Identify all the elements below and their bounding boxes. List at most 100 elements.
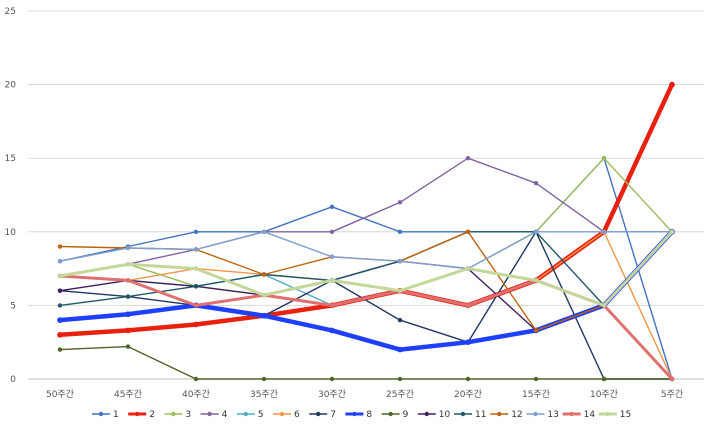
data-point xyxy=(57,244,63,249)
series-line-3 xyxy=(59,157,673,296)
data-point xyxy=(57,331,63,338)
data-point xyxy=(397,200,403,205)
data-point xyxy=(533,278,539,283)
data-point xyxy=(193,284,199,289)
legend-item-1: 1 xyxy=(92,410,119,420)
data-point xyxy=(261,312,267,319)
data-point xyxy=(329,327,335,334)
data-point xyxy=(125,278,131,283)
legend-item-9: 9 xyxy=(381,410,409,420)
data-point xyxy=(193,229,199,234)
data-point xyxy=(397,259,403,264)
legend-label: 9 xyxy=(403,410,409,420)
legend-label: 15 xyxy=(620,410,631,420)
legend-marker xyxy=(460,411,466,417)
legend-item-4: 4 xyxy=(200,410,228,420)
legend-marker xyxy=(388,411,393,417)
legend-marker xyxy=(279,411,285,417)
data-point xyxy=(669,81,675,88)
series-9 xyxy=(57,344,675,382)
data-point xyxy=(193,247,199,252)
legend-item-11: 11 xyxy=(454,410,486,420)
series-5 xyxy=(57,266,675,382)
data-point xyxy=(193,321,199,328)
legend-marker xyxy=(207,411,212,417)
data-point xyxy=(465,339,471,346)
series-15 xyxy=(57,229,675,308)
legend-item-12: 12 xyxy=(490,410,523,420)
legend-marker xyxy=(605,411,610,417)
legend-item-14: 14 xyxy=(562,410,595,420)
data-point xyxy=(397,288,403,293)
y-tick-label: 10 xyxy=(5,228,17,238)
x-tick-label: 25주간 xyxy=(386,389,414,400)
legend-marker xyxy=(243,411,248,417)
data-point xyxy=(465,376,471,382)
y-axis-tick-labels: 0 5 10 15 20 25 xyxy=(5,7,17,385)
data-point xyxy=(601,303,607,308)
legend-marker xyxy=(316,411,321,417)
data-point xyxy=(193,266,199,271)
series-line-13 xyxy=(59,231,673,270)
data-point xyxy=(601,156,607,161)
x-tick-label: 5주간 xyxy=(661,389,683,400)
y-tick-label: 5 xyxy=(10,301,16,311)
legend-label: 10 xyxy=(439,410,451,420)
legend-item-10: 10 xyxy=(417,410,451,420)
series-line-9 xyxy=(59,345,673,380)
data-point xyxy=(261,376,267,382)
data-point xyxy=(57,317,63,323)
legend-marker xyxy=(352,411,357,417)
x-axis-tick-labels: 50주간 45주간 40주간 35주간 30주간 25주간 20주간 15주간 10주간 5주간 xyxy=(46,389,683,400)
legend-item-2: 2 xyxy=(128,410,155,420)
data-point xyxy=(57,288,63,293)
legend-label: 4 xyxy=(222,410,228,420)
x-tick-label: 35주간 xyxy=(250,389,278,400)
data-point xyxy=(329,204,335,209)
legend-label: 7 xyxy=(330,410,336,420)
legend-label: 5 xyxy=(258,410,264,420)
legend-marker xyxy=(98,411,104,417)
series-line-7 xyxy=(59,231,673,380)
data-point xyxy=(125,327,131,334)
legend-label: 11 xyxy=(475,410,486,420)
legend: 1 2 3 4 5 6 7 8 9 10 11 12 13 14 15 xyxy=(92,410,631,420)
legend-item-6: 6 xyxy=(273,410,300,420)
x-tick-label: 10주간 xyxy=(590,389,618,400)
data-point xyxy=(261,292,267,298)
legend-label: 12 xyxy=(511,410,522,420)
series-1 xyxy=(57,156,675,382)
data-point xyxy=(669,229,675,234)
legend-marker xyxy=(135,411,140,417)
x-tick-label: 20주간 xyxy=(454,389,482,400)
data-point xyxy=(533,181,539,186)
legend-label: 3 xyxy=(185,410,191,420)
data-point xyxy=(57,259,63,264)
legend-label: 13 xyxy=(547,410,558,420)
series-line-15 xyxy=(58,230,674,307)
legend-item-7: 7 xyxy=(309,410,336,420)
series-line-4 xyxy=(59,157,673,277)
data-point xyxy=(193,303,199,308)
x-tick-label: 45주간 xyxy=(114,389,142,400)
data-point xyxy=(601,229,607,234)
data-point xyxy=(397,229,403,234)
data-point xyxy=(397,376,403,382)
data-point xyxy=(533,229,539,234)
data-point xyxy=(397,346,403,353)
x-tick-label: 40주간 xyxy=(182,389,210,400)
data-point xyxy=(125,311,131,318)
legend-label: 1 xyxy=(113,410,119,420)
data-point xyxy=(57,303,63,308)
legend-label: 2 xyxy=(149,410,155,420)
legend-marker xyxy=(497,411,502,417)
legend-label: 8 xyxy=(366,410,372,420)
legend-item-8: 8 xyxy=(345,410,372,420)
y-tick-label: 0 xyxy=(10,375,16,385)
data-point xyxy=(533,328,539,333)
legend-item-15: 15 xyxy=(598,410,631,420)
y-tick-label: 20 xyxy=(5,81,17,91)
legend-marker xyxy=(424,411,429,417)
legend-label: 6 xyxy=(294,410,300,420)
x-tick-label: 50주간 xyxy=(46,389,74,400)
